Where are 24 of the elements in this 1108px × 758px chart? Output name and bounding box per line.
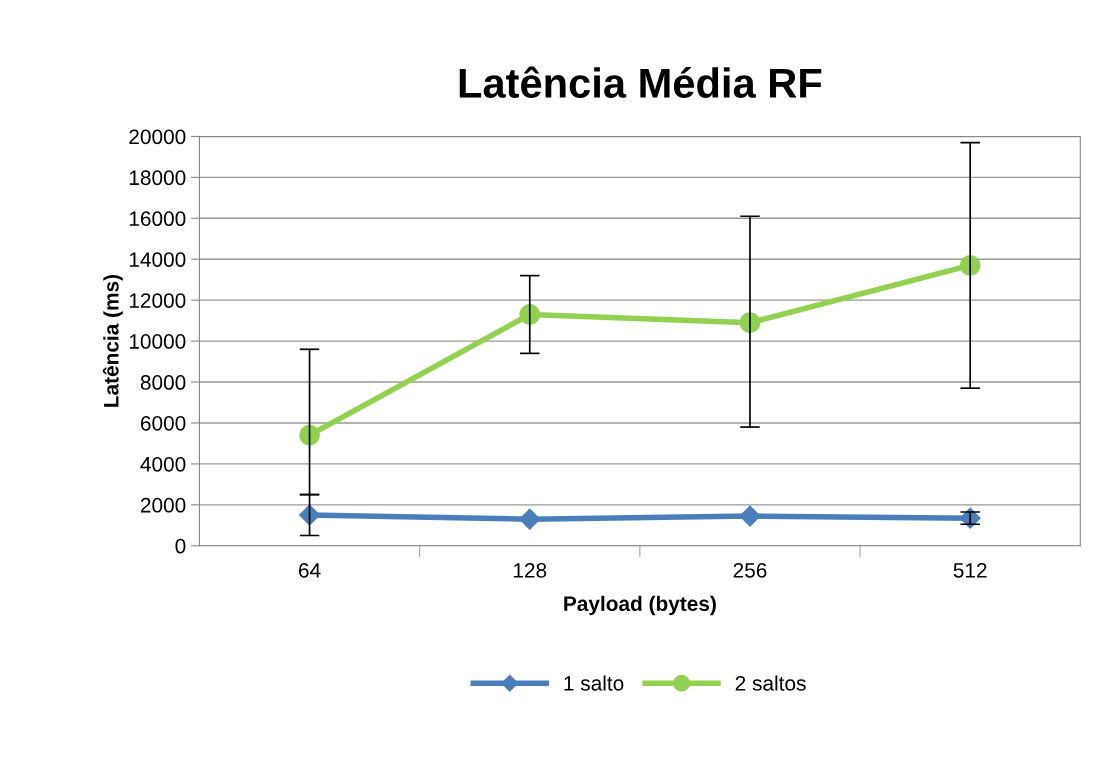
y-tick-label: 0 xyxy=(175,538,186,554)
y-tick-label: 12000 xyxy=(129,293,186,308)
x-tick-label: 64 xyxy=(299,562,321,578)
legend-label: 1 salto xyxy=(564,675,624,691)
point xyxy=(299,504,321,526)
y-tick-label: 18000 xyxy=(129,170,186,186)
y-tick-label: 14000 xyxy=(129,252,186,267)
y-tick-label: 6000 xyxy=(140,415,186,431)
x-tick-label: 128 xyxy=(513,562,547,578)
y-axis-title: Latência (ms) xyxy=(102,274,123,407)
point xyxy=(519,508,541,530)
y-tick-label: 2000 xyxy=(140,497,186,513)
x-tick-label: 256 xyxy=(733,562,767,578)
y-tick-label: 16000 xyxy=(129,211,186,227)
legend-label: 2 saltos xyxy=(735,675,806,691)
y-tick-label: 10000 xyxy=(129,334,186,349)
x-axis-title: Payload (bytes) xyxy=(564,595,716,616)
chart-title: Latência Média RF xyxy=(459,66,822,98)
x-tick-label: 512 xyxy=(953,562,987,578)
y-tick-label: 4000 xyxy=(140,456,186,472)
point xyxy=(299,424,320,446)
y-tick-label: 8000 xyxy=(140,375,186,390)
y-tick-label: 20000 xyxy=(129,129,186,145)
point xyxy=(739,505,761,527)
